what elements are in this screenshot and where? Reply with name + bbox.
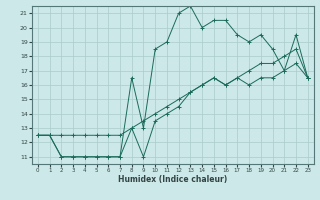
X-axis label: Humidex (Indice chaleur): Humidex (Indice chaleur) — [118, 175, 228, 184]
